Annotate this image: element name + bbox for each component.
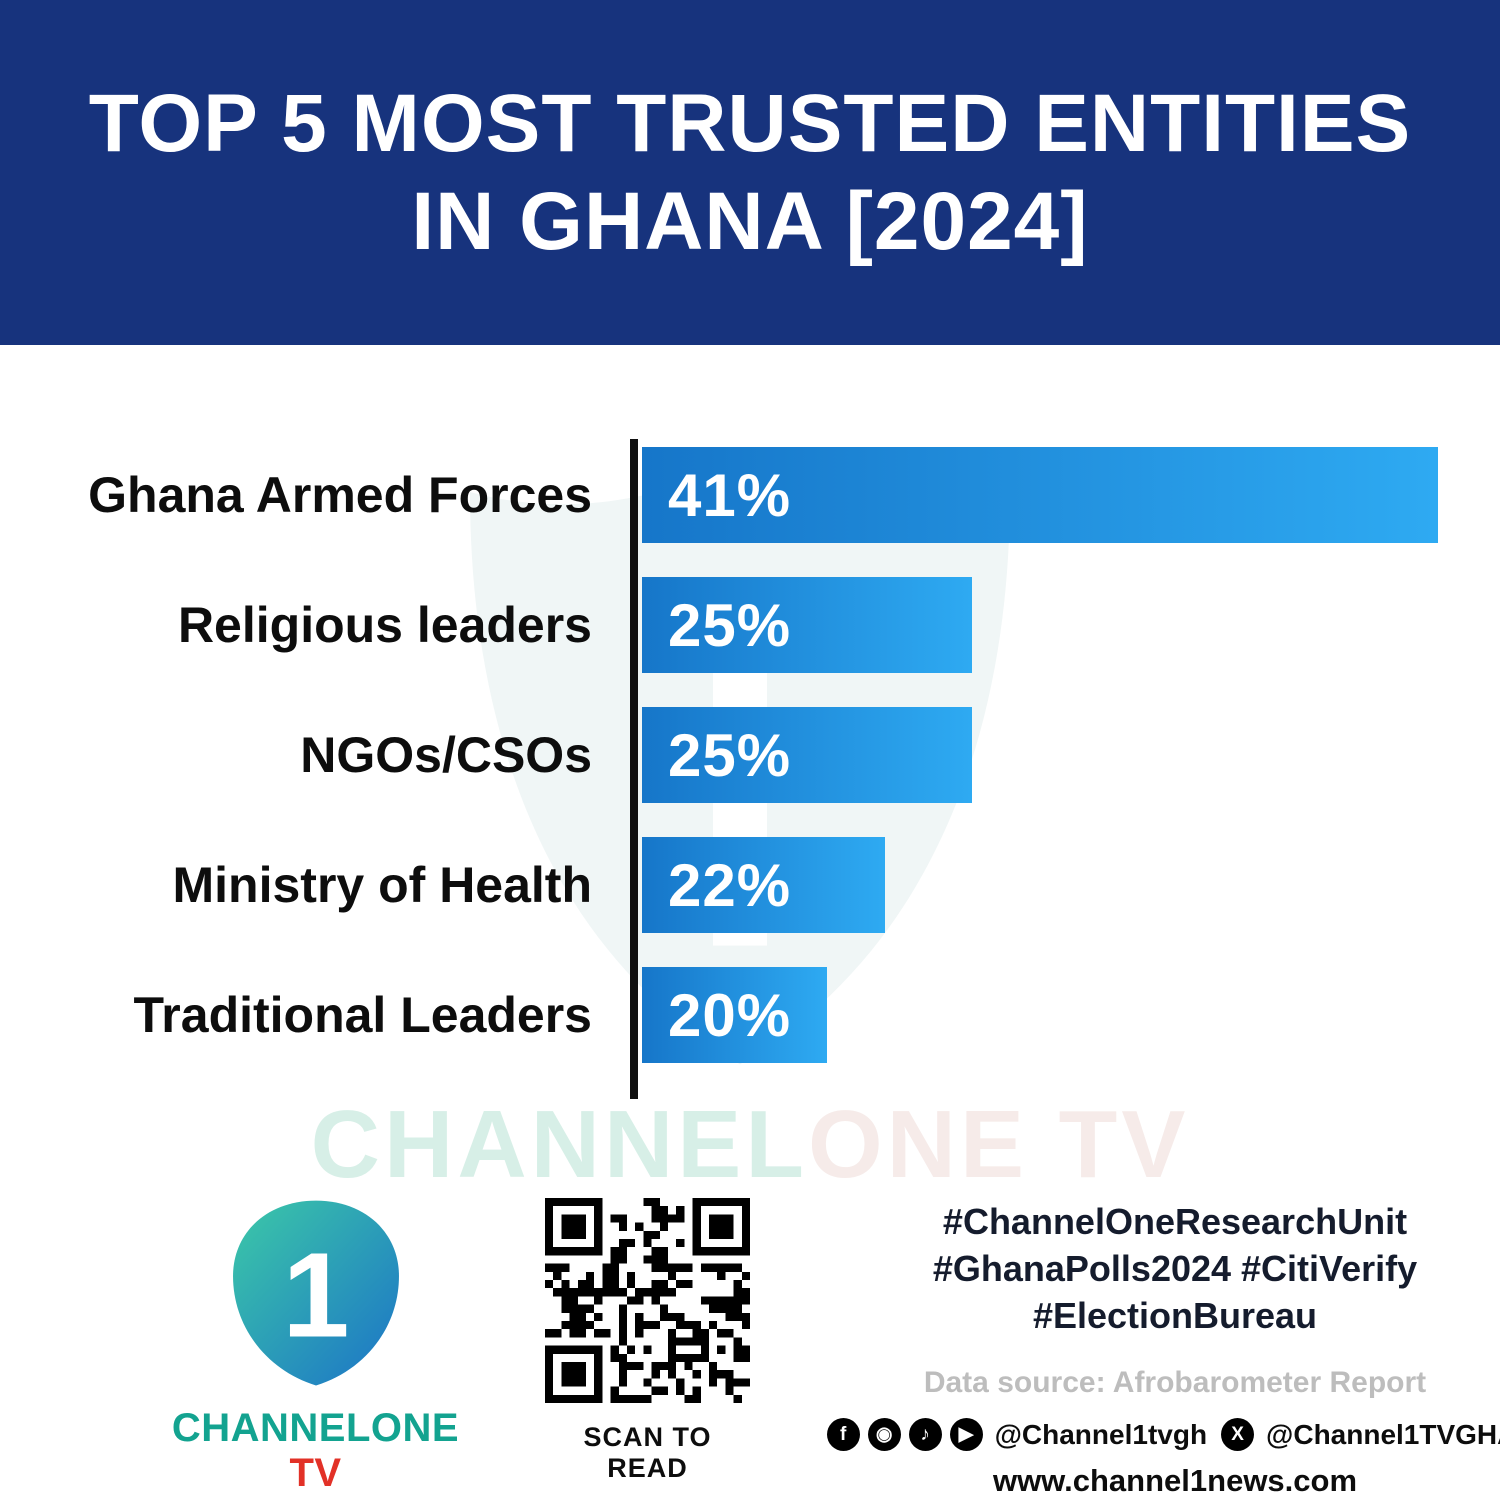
- instagram-icon: ◉: [867, 1418, 901, 1451]
- bar: 25%: [642, 577, 972, 673]
- chart-row: Traditional Leaders 20%: [0, 967, 1500, 1063]
- social-handle-x: @Channel1TVGHA: [1266, 1418, 1500, 1450]
- hashtag-line-2: #GhanaPolls2024 #CitiVerify: [932, 1248, 1418, 1289]
- category-label: Ministry of Health: [172, 857, 592, 913]
- chart-axis: [630, 439, 638, 1099]
- bar: 20%: [642, 967, 827, 1063]
- qr-section: SCAN TO READ: [540, 1198, 755, 1484]
- chart-rows: Ghana Armed Forces 41% Religious leaders 25…: [0, 447, 1500, 1063]
- data-source: Data source: Afrobarometer Report: [923, 1366, 1427, 1399]
- watermark-part2: ONE TV: [807, 1091, 1190, 1198]
- channel-one-logo: 1 CHANNELONE TV: [148, 1195, 483, 1496]
- logo-wordmark: CHANNELONE TV: [148, 1406, 483, 1496]
- bar-value-label: 22%: [668, 851, 792, 919]
- page-title: TOP 5 MOST TRUSTED ENTITIES IN GHANA [20…: [89, 75, 1411, 271]
- bar-value-label: 25%: [668, 721, 792, 789]
- tiktok-icon: ♪: [908, 1418, 942, 1451]
- chart-row: Ministry of Health 22%: [0, 837, 1500, 933]
- qr-caption: SCAN TO READ: [583, 1422, 712, 1483]
- bar: 22%: [642, 837, 885, 933]
- facebook-icon: f: [826, 1418, 860, 1451]
- header: TOP 5 MOST TRUSTED ENTITIES IN GHANA [20…: [0, 0, 1500, 345]
- logo-numeral: 1: [282, 1227, 349, 1362]
- chart-row: NGOs/CSOs 25%: [0, 707, 1500, 803]
- bar: 41%: [642, 447, 1438, 543]
- chart-row: Ghana Armed Forces 41%: [0, 447, 1500, 543]
- website-url: www.channel1news.com: [992, 1463, 1358, 1498]
- category-label: NGOs/CSOs: [300, 727, 592, 783]
- bar: 25%: [642, 707, 972, 803]
- page-title-line1: TOP 5 MOST TRUSTED ENTITIES: [88, 77, 1412, 169]
- chart-row: Religious leaders 25%: [0, 577, 1500, 673]
- social-row: f ◉ ♪ ▶ @Channel1tvgh X @Channel1TVGHA: [826, 1418, 1500, 1451]
- category-label: Ghana Armed Forces: [88, 467, 592, 523]
- watermark-part1: CHANNEL: [310, 1091, 808, 1198]
- social-handle-main: @Channel1tvgh: [994, 1418, 1208, 1450]
- youtube-icon: ▶: [949, 1418, 983, 1451]
- hashtags: #ChannelOneResearchUnit #GhanaPolls2024 …: [880, 1198, 1470, 1339]
- channel-one-text-watermark: CHANNELONE TV: [0, 1090, 1500, 1200]
- page-title-line2: IN GHANA [2024]: [411, 175, 1089, 267]
- x-icon: X: [1221, 1418, 1255, 1451]
- category-label: Religious leaders: [177, 597, 592, 653]
- qr-code: [545, 1198, 750, 1403]
- bar-chart: Ghana Armed Forces 41% Religious leaders 25…: [0, 439, 1500, 1099]
- bar-value-label: 25%: [668, 591, 792, 659]
- bar-value-label: 41%: [668, 461, 792, 529]
- hashtag-line-3: #ElectionBureau: [1032, 1295, 1318, 1336]
- logo-wordmark-tv: TV: [289, 1451, 342, 1495]
- category-label: Traditional Leaders: [133, 987, 592, 1043]
- channel-one-logo-icon: 1: [232, 1200, 399, 1386]
- hashtag-line-1: #ChannelOneResearchUnit: [942, 1201, 1408, 1242]
- bar-value-label: 20%: [668, 981, 792, 1049]
- logo-wordmark-channelone: CHANNELONE: [171, 1406, 460, 1450]
- footer-info: #ChannelOneResearchUnit #GhanaPolls2024 …: [826, 1198, 1500, 1499]
